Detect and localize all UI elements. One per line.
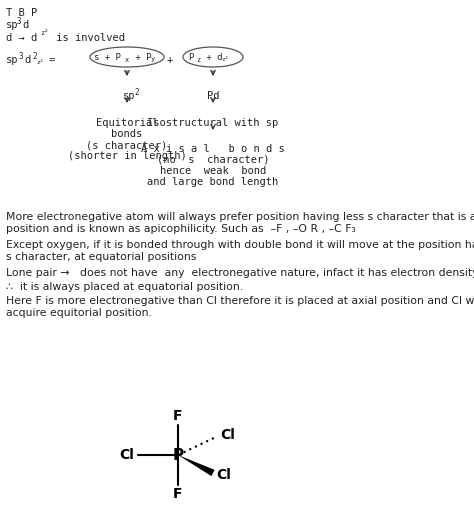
Text: (no  s  character): (no s character): [157, 155, 269, 165]
Text: More electronegative atom will always prefer position having less s character th: More electronegative atom will always pr…: [6, 212, 474, 222]
Text: =: =: [43, 55, 55, 65]
Text: + d: + d: [201, 53, 222, 62]
Text: Cl: Cl: [216, 468, 231, 482]
Text: Pd: Pd: [207, 91, 219, 101]
Text: z: z: [196, 56, 200, 63]
Text: x: x: [125, 56, 129, 63]
Text: ∴  it is always placed at equatorial position.: ∴ it is always placed at equatorial posi…: [6, 282, 243, 292]
Text: P: P: [173, 448, 183, 463]
Text: sp: sp: [6, 20, 18, 30]
Text: is involved: is involved: [50, 33, 125, 43]
Text: A x i s a l   b o n d s: A x i s a l b o n d s: [141, 144, 285, 154]
Text: and large bond length: and large bond length: [147, 177, 279, 187]
Text: 2: 2: [32, 52, 36, 61]
Text: P: P: [188, 53, 193, 62]
Text: 3: 3: [17, 17, 22, 26]
Text: Except oxygen, if it is bonded through with double bond it will move at the posi: Except oxygen, if it is bonded through w…: [6, 240, 474, 250]
Text: sp: sp: [123, 91, 136, 101]
Text: (s character): (s character): [86, 140, 168, 150]
Text: 2: 2: [134, 88, 138, 97]
Text: Cl: Cl: [220, 428, 235, 442]
Text: z²: z²: [36, 60, 44, 65]
Text: +: +: [167, 55, 173, 65]
Text: s + P: s + P: [94, 53, 121, 62]
Text: z²: z²: [221, 57, 228, 62]
Text: hence  weak  bond: hence weak bond: [160, 166, 266, 176]
Text: 3: 3: [19, 52, 24, 61]
Text: d: d: [22, 20, 28, 30]
Text: F: F: [173, 487, 183, 501]
Text: F: F: [173, 409, 183, 423]
Text: s character, at equatorial positions: s character, at equatorial positions: [6, 252, 196, 262]
Text: Equitorial: Equitorial: [96, 118, 158, 128]
Text: y: y: [151, 56, 155, 63]
Text: Cl: Cl: [119, 448, 134, 462]
Text: Lone pair →   does not have  any  electronegative nature, infact it has electron: Lone pair → does not have any electroneg…: [6, 268, 474, 278]
Text: d → d: d → d: [6, 33, 37, 43]
Polygon shape: [178, 455, 215, 476]
Text: + P: + P: [130, 53, 152, 62]
Text: acquire equitorial position.: acquire equitorial position.: [6, 308, 152, 318]
Text: z²: z²: [40, 30, 48, 36]
Text: T B P: T B P: [6, 8, 37, 18]
Text: Isostructural with sp: Isostructural with sp: [147, 118, 279, 128]
Text: sp: sp: [6, 55, 18, 65]
Text: (shorter in length): (shorter in length): [68, 151, 186, 161]
Text: d: d: [24, 55, 30, 65]
Text: Here F is more electronegative than Cl therefore it is placed at axial position : Here F is more electronegative than Cl t…: [6, 296, 474, 306]
Text: bonds: bonds: [111, 129, 143, 139]
Text: position and is known as apicophilicity. Such as  –F , –O R , –C F₃: position and is known as apicophilicity.…: [6, 224, 356, 234]
